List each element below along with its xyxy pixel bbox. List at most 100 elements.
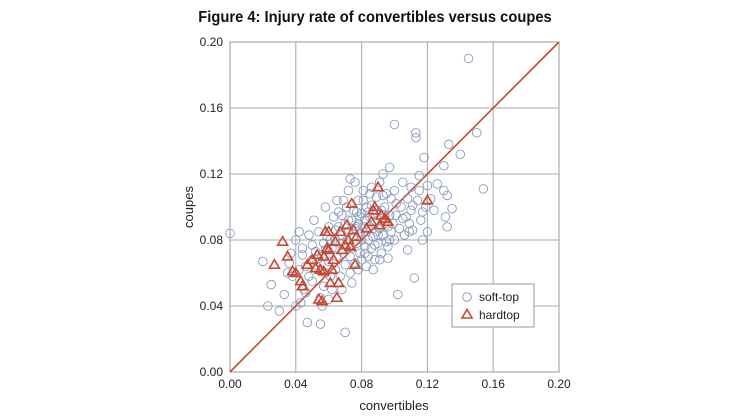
data-point-soft-top xyxy=(440,212,451,222)
data-point-hardtop xyxy=(268,258,281,270)
data-point-hardtop xyxy=(322,225,336,237)
data-point-soft-top xyxy=(315,319,326,329)
data-point-hardtop xyxy=(310,248,324,260)
data-point-soft-top xyxy=(378,230,388,240)
data-point-hardtop xyxy=(332,276,345,288)
data-point-soft-top xyxy=(302,317,313,328)
legend-hardtop-marker xyxy=(460,307,474,319)
data-point-soft-top xyxy=(365,222,375,232)
y-tick-label: 0.20 xyxy=(200,35,224,49)
data-point-soft-top xyxy=(363,235,373,245)
data-point-soft-top xyxy=(399,230,410,240)
data-point-soft-top xyxy=(358,185,368,196)
data-point-hardtop xyxy=(281,249,294,261)
data-point-soft-top xyxy=(389,119,400,130)
data-point-soft-top xyxy=(327,284,337,295)
data-point-soft-top xyxy=(353,195,364,206)
data-point-soft-top xyxy=(422,180,433,191)
data-point-soft-top xyxy=(447,203,457,214)
data-point-soft-top xyxy=(421,202,431,212)
data-point-soft-top xyxy=(225,228,235,239)
data-point-soft-top xyxy=(439,160,449,171)
data-point-soft-top xyxy=(325,271,336,282)
data-point-soft-top xyxy=(355,212,365,222)
data-point-soft-top xyxy=(391,210,401,220)
data-point-soft-top xyxy=(345,174,355,184)
data-point-hardtop xyxy=(343,240,357,251)
data-point-soft-top xyxy=(429,205,439,216)
data-point-soft-top xyxy=(282,268,293,278)
data-point-hardtop xyxy=(368,200,382,212)
data-point-soft-top xyxy=(363,251,373,262)
data-point-soft-top xyxy=(478,184,489,194)
legend: soft-top hardtop xyxy=(451,283,535,328)
x-tick-label: 0.20 xyxy=(547,377,571,391)
y-axis-ticks: 0.00 0.04 0.08 0.12 0.16 0.20 xyxy=(200,35,224,379)
data-point-soft-top xyxy=(442,190,452,201)
x-tick-label: 0.16 xyxy=(482,377,506,391)
data-point-soft-top xyxy=(343,185,354,196)
data-point-soft-top xyxy=(378,169,388,179)
data-point-soft-top xyxy=(393,289,403,300)
data-point-soft-top xyxy=(297,250,308,260)
data-point-soft-top xyxy=(374,255,385,265)
legend-hardtop-label: hardtop xyxy=(479,308,520,322)
data-point-soft-top xyxy=(370,255,380,265)
data-point-soft-top xyxy=(266,279,276,290)
data-point-hardtop xyxy=(317,264,331,276)
data-point-soft-top xyxy=(350,177,360,187)
data-point-hardtop xyxy=(381,215,395,227)
data-point-soft-top xyxy=(291,235,301,245)
data-point-soft-top xyxy=(338,195,349,206)
data-point-soft-top xyxy=(291,301,301,311)
data-point-soft-top xyxy=(330,264,341,275)
y-tick-label: 0.04 xyxy=(200,299,224,313)
data-point-hardtop xyxy=(365,215,378,227)
y-tick-label: 0.16 xyxy=(200,101,224,115)
data-point-soft-top xyxy=(409,273,419,283)
data-point-hardtop xyxy=(350,230,364,241)
data-point-hardtop xyxy=(421,193,434,205)
legend-soft-top-marker xyxy=(462,292,472,302)
data-point-soft-top xyxy=(384,235,395,245)
x-tick-label: 0.08 xyxy=(350,377,374,391)
data-point-hardtop xyxy=(289,266,303,278)
data-point-soft-top xyxy=(397,177,408,187)
data-point-soft-top xyxy=(353,218,364,229)
data-point-soft-top xyxy=(417,235,428,245)
data-point-soft-top xyxy=(389,235,400,245)
data-point-soft-top xyxy=(337,284,347,295)
data-point-soft-top xyxy=(361,202,372,212)
data-point-soft-top xyxy=(333,207,344,217)
data-point-soft-top xyxy=(412,195,423,206)
data-point-soft-top xyxy=(304,230,314,240)
data-point-soft-top xyxy=(309,215,319,225)
data-point-soft-top xyxy=(361,261,372,272)
data-point-hardtop xyxy=(317,249,331,261)
data-point-soft-top xyxy=(391,198,401,209)
data-point-soft-top xyxy=(356,255,367,265)
y-tick-label: 0.12 xyxy=(200,167,224,181)
data-point-soft-top xyxy=(263,301,273,311)
data-point-soft-top xyxy=(307,240,318,250)
data-point-soft-top xyxy=(317,301,327,311)
data-point-soft-top xyxy=(425,193,436,204)
data-point-soft-top xyxy=(340,260,350,270)
data-point-soft-top xyxy=(386,193,396,204)
data-point-hardtop xyxy=(346,223,360,235)
data-point-soft-top xyxy=(258,256,268,267)
x-tick-label: 0.12 xyxy=(416,377,440,391)
data-point-hardtop xyxy=(323,276,337,288)
data-point-soft-top xyxy=(300,288,311,298)
x-tick-label: 0.00 xyxy=(218,377,242,391)
data-point-soft-top xyxy=(414,170,424,181)
data-point-soft-top xyxy=(463,53,474,64)
data-point-hardtop xyxy=(315,294,329,306)
data-point-soft-top xyxy=(384,162,395,173)
data-point-soft-top xyxy=(406,182,416,192)
data-point-soft-top xyxy=(322,231,332,242)
data-point-soft-top xyxy=(394,223,405,234)
data-point-soft-top xyxy=(365,189,375,199)
data-point-soft-top xyxy=(337,210,347,220)
